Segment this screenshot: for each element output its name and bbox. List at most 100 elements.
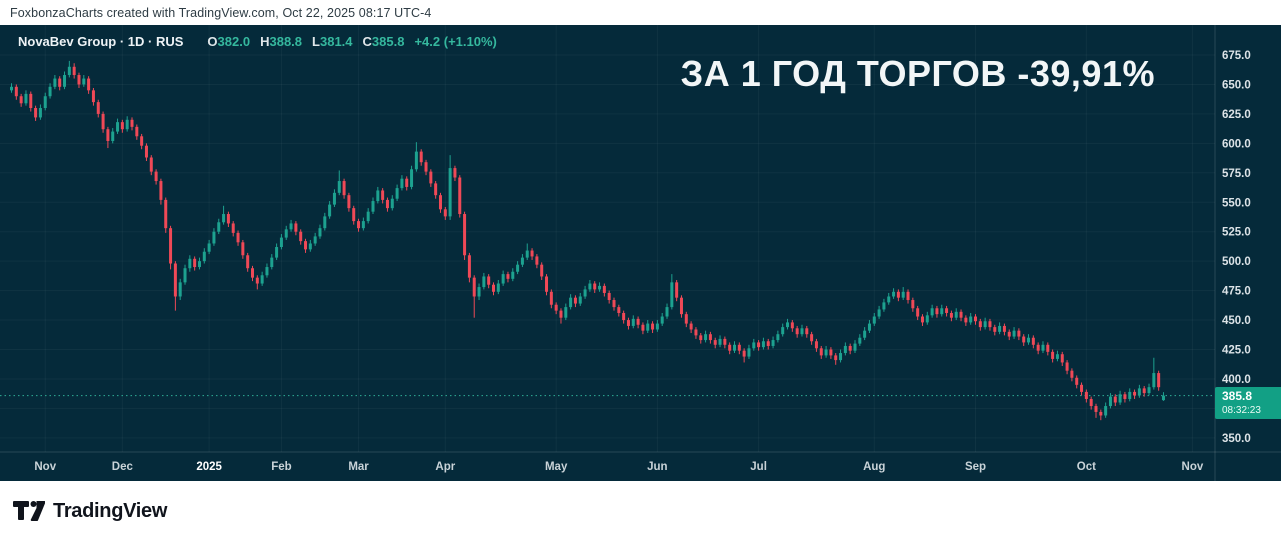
candle-up [1147, 387, 1151, 394]
attribution-text: FoxbonzaCharts created with TradingView.… [10, 5, 432, 20]
candle-up [279, 237, 283, 248]
candle-down [154, 171, 158, 182]
candle-up [217, 222, 221, 232]
candle-down [1051, 351, 1055, 359]
time-tick-label: Jun [647, 461, 667, 473]
high-label: H [260, 34, 270, 49]
candle-up [646, 323, 650, 331]
candle-down [164, 199, 168, 229]
candle-down [255, 277, 259, 284]
candle-down [173, 263, 177, 297]
candle-down [790, 322, 794, 329]
candle-up [202, 251, 206, 262]
candle-down [443, 209, 447, 217]
candle-up [930, 308, 934, 316]
chart-area[interactable]: 675.0 650.0 625.0 600.0 575.0 550.0 525.0 500.0… [0, 25, 1281, 481]
candle-down [159, 181, 163, 200]
change-value: +4.2 (+1.10%) [414, 34, 497, 49]
last-price-value: 385.8 [1222, 388, 1253, 403]
candle-down [492, 284, 495, 292]
candle-up [511, 271, 515, 279]
candle-up [366, 211, 370, 222]
candle-down [58, 78, 62, 87]
candle-down [29, 93, 33, 109]
candle-down [19, 96, 23, 104]
candle-down [689, 323, 693, 330]
candle-up [882, 302, 886, 310]
price-tick-label: 400.0 [1222, 374, 1251, 386]
candle-down [236, 232, 240, 243]
candle-down [699, 335, 703, 341]
price-tick-label: 550.0 [1222, 197, 1251, 209]
candle-up [969, 316, 973, 323]
price-tick-label: 525.0 [1222, 227, 1251, 239]
candle-down [829, 349, 833, 356]
time-tick-label: Oct [1077, 461, 1096, 473]
candle-down [1133, 391, 1137, 396]
candle-down [1113, 396, 1117, 403]
candle-down [193, 258, 197, 268]
candle-down [593, 283, 597, 290]
candle-down [101, 113, 105, 130]
candle-down [135, 126, 139, 137]
candle-up [877, 309, 881, 317]
candlestick-chart[interactable]: 675.0 650.0 625.0 600.0 575.0 550.0 525.0 500.0… [0, 25, 1281, 481]
candle-down [535, 256, 539, 265]
candle-down [1002, 325, 1006, 332]
candle-up [289, 223, 293, 230]
candle-down [573, 297, 577, 304]
candle-up [1055, 354, 1059, 359]
candle-down [1070, 370, 1074, 378]
candle-up [361, 221, 365, 229]
candle-down [1036, 344, 1040, 351]
candle-down [916, 308, 920, 317]
candle-up [598, 285, 602, 290]
candle-down [805, 328, 809, 335]
candle-down [949, 312, 953, 318]
candle-down [342, 181, 346, 196]
candle-up [588, 283, 592, 290]
candle-up [655, 323, 659, 330]
candle-up [520, 257, 524, 265]
candle-down [294, 223, 298, 232]
price-tick-label: 475.0 [1222, 286, 1251, 298]
candle-down [675, 282, 679, 298]
candle-up [525, 250, 529, 258]
candle-down [458, 177, 462, 215]
candle-up [786, 322, 790, 328]
candle-up [863, 330, 867, 338]
candle-down [993, 327, 997, 332]
low-value: 381.4 [319, 34, 353, 49]
candle-down [896, 291, 900, 298]
candle-down [549, 291, 553, 305]
candle-down [419, 151, 423, 163]
candle-down [622, 312, 626, 321]
candle-down [545, 276, 549, 292]
candle-up [82, 78, 86, 85]
candle-down [405, 178, 409, 187]
candle-down [1123, 394, 1127, 399]
candle-down [1142, 388, 1146, 394]
candle-up [800, 328, 804, 335]
candle-down [708, 334, 712, 341]
candle-down [728, 344, 732, 351]
tradingview-mark-icon [13, 501, 45, 521]
candle-down [424, 162, 428, 172]
price-tick-label: 450.0 [1222, 315, 1251, 327]
candle-up [631, 318, 635, 326]
candle-down [694, 329, 698, 336]
candle-up [858, 337, 862, 344]
candle-down [1007, 331, 1011, 337]
candle-up [1108, 396, 1112, 407]
candle-down [641, 324, 645, 331]
candle-up [265, 267, 269, 276]
time-tick-label: Nov [34, 461, 56, 473]
candle-down [347, 195, 351, 209]
candle-up [188, 258, 192, 269]
candle-down [723, 338, 727, 345]
candle-down [742, 350, 746, 357]
candle-down [713, 340, 717, 345]
candle-down [636, 318, 640, 325]
candle-down [554, 304, 558, 311]
candle-up [38, 108, 42, 118]
